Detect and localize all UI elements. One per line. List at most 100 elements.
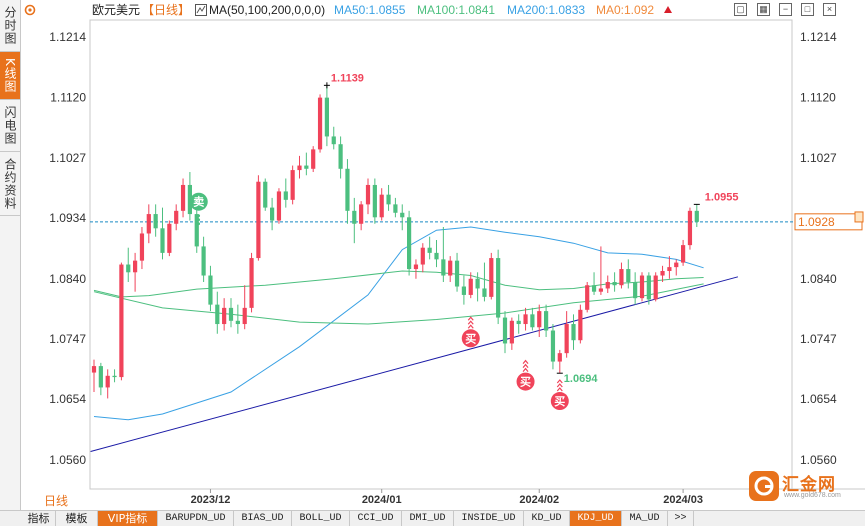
candle-body xyxy=(441,259,446,276)
candle-body xyxy=(516,320,521,325)
candle-body xyxy=(694,210,699,222)
time-tick-label: 2024/01 xyxy=(362,494,402,506)
candle-body xyxy=(242,307,247,325)
candle-body xyxy=(550,330,556,362)
tab-cci[interactable]: CCI_UD xyxy=(350,511,402,526)
candle-body xyxy=(222,307,227,325)
timeframe-label[interactable]: 【日线】 xyxy=(142,3,191,17)
candle-body xyxy=(98,366,103,388)
candle-body xyxy=(585,285,590,310)
tab-ma[interactable]: MA_UD xyxy=(622,511,668,526)
buy-signal: 买 xyxy=(516,359,535,391)
price-tick-left: 1.0840 xyxy=(49,272,86,286)
candle-body xyxy=(167,223,172,253)
ma-params: MA(50,100,200,0,0,0) xyxy=(209,3,326,17)
candle-body xyxy=(509,320,514,344)
buy-signal: 买 xyxy=(550,379,569,411)
buy-signal-label: 买 xyxy=(554,395,565,408)
collapse-arrow-icon[interactable] xyxy=(663,0,673,26)
close-icon[interactable]: × xyxy=(823,3,836,16)
candle-body xyxy=(215,304,220,325)
signal-arrow xyxy=(467,320,474,325)
candle-body xyxy=(660,270,665,276)
trend-line xyxy=(90,276,739,452)
tab-lightning[interactable]: 闪电图 xyxy=(0,100,20,152)
symbol-name: 欧元美元 xyxy=(92,3,141,17)
price-tick-right: 1.0840 xyxy=(800,272,837,286)
tab-bias[interactable]: BIAS_UD xyxy=(234,511,292,526)
buy-signal-label: 买 xyxy=(465,332,476,345)
tab-indicators[interactable]: 指标 xyxy=(22,511,56,526)
tab-kd[interactable]: KD_UD xyxy=(524,511,570,526)
plot-frame xyxy=(89,19,793,490)
tab-k-line[interactable]: K线图 xyxy=(0,52,20,100)
candle-body xyxy=(633,281,638,299)
ma50-value: MA50:1.0855 xyxy=(334,3,406,17)
time-tick-label: 2024/02 xyxy=(519,494,559,506)
candle-body xyxy=(434,252,439,260)
settings-icon[interactable] xyxy=(23,0,37,26)
candlestick-chart[interactable]: 1.1214 1.1214 1.1120 1.1120 1.1027 1.1027 1.09… xyxy=(0,0,865,510)
candle-body xyxy=(180,184,186,211)
tab-boll[interactable]: BOLL_UD xyxy=(292,511,350,526)
candle-body xyxy=(119,264,124,378)
tab-vip-indicators[interactable]: VIP指标 xyxy=(98,511,158,526)
signal-arrow xyxy=(556,383,563,388)
low-price-label: 1.0694 xyxy=(564,373,599,385)
candle-body xyxy=(427,247,432,253)
candle-body xyxy=(174,210,179,224)
current-price-value: 1.0928 xyxy=(798,215,835,229)
tab-templates[interactable]: 模板 xyxy=(56,511,98,526)
candle-body xyxy=(187,184,192,215)
candle-body xyxy=(386,194,391,205)
candle-body xyxy=(139,233,145,261)
price-tick-right: 1.0560 xyxy=(800,453,837,467)
buy-signal-badge xyxy=(461,329,480,348)
tab-time-share[interactable]: 分时图 xyxy=(0,0,20,52)
candle-body xyxy=(454,260,460,287)
candle-body xyxy=(420,247,425,265)
candle-body xyxy=(304,165,309,169)
window-icon[interactable]: □ xyxy=(801,3,814,16)
tab-kdj[interactable]: KDJ_UD xyxy=(570,511,622,526)
signal-arrow xyxy=(556,387,563,392)
candle-body xyxy=(591,285,597,292)
tab-dmi[interactable]: DMI_UD xyxy=(402,511,454,526)
signal-arrow xyxy=(467,316,474,321)
tab-inside[interactable]: INSIDE_UD xyxy=(454,511,524,526)
candle-body xyxy=(667,267,672,271)
candle-body xyxy=(105,375,110,388)
candle-body xyxy=(126,264,131,273)
candle-body xyxy=(598,288,603,292)
restore-icon[interactable]: ▢ xyxy=(734,3,747,16)
minimize-icon[interactable]: − xyxy=(779,3,792,16)
tab-barupdn[interactable]: BARUPDN_UD xyxy=(158,511,234,526)
tab-more[interactable]: >> xyxy=(668,511,694,526)
price-tick-left: 1.0560 xyxy=(49,453,86,467)
candle-body xyxy=(270,207,275,221)
price-flag-icon xyxy=(854,211,864,223)
candle-body xyxy=(249,258,254,308)
candle-body xyxy=(263,181,268,208)
price-tick-left: 1.1120 xyxy=(50,91,86,105)
watermark-logo: 汇金网 www.gold678.com xyxy=(748,468,858,506)
candle-body xyxy=(331,136,336,145)
tab-contract-info[interactable]: 合约资料 xyxy=(0,152,20,216)
watermark-text: 汇金网 xyxy=(782,475,836,495)
buy-signal-label: 买 xyxy=(520,376,531,389)
candle-body xyxy=(194,214,199,247)
ma0-value: MA0:1.092 xyxy=(596,3,655,17)
timeframe-indicator[interactable]: 日线 xyxy=(22,493,90,510)
ma100-value: MA100:1.0841 xyxy=(417,3,496,17)
candle-body xyxy=(338,144,343,169)
candle-body xyxy=(400,212,405,218)
price-tick-left: 1.0747 xyxy=(49,332,86,346)
candle-body xyxy=(502,317,508,344)
price-tick-right: 1.0747 xyxy=(800,332,837,346)
grid-icon[interactable]: ▦ xyxy=(757,3,770,16)
indicator-chart-icon[interactable] xyxy=(195,0,207,26)
candle-body xyxy=(365,184,371,205)
candle-body xyxy=(112,375,117,378)
moving-average-ma200 xyxy=(93,283,704,325)
candle-body xyxy=(352,210,357,224)
